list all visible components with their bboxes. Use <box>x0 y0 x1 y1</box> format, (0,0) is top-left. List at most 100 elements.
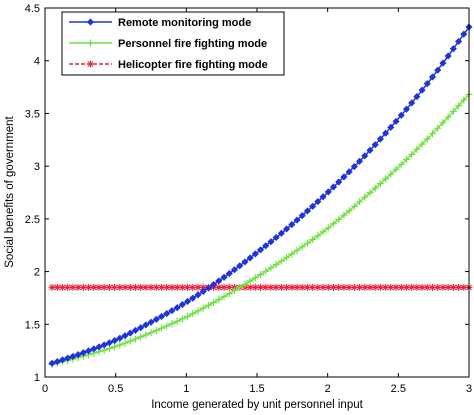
x-tick-label: 3 <box>466 383 472 395</box>
data-point <box>293 246 301 254</box>
data-point <box>397 160 405 168</box>
data-point <box>236 262 244 270</box>
data-point <box>283 283 291 291</box>
data-point <box>189 283 197 291</box>
data-point <box>262 242 270 250</box>
data-point <box>460 30 468 38</box>
data-point <box>366 283 374 291</box>
data-point <box>335 283 343 291</box>
data-point <box>376 180 384 188</box>
data-point <box>137 324 145 332</box>
data-point <box>329 283 337 291</box>
data-point <box>215 283 223 291</box>
data-point <box>215 296 223 304</box>
data-point <box>272 261 280 269</box>
data-point <box>397 111 405 119</box>
data-point <box>85 283 93 291</box>
x-tick-label: 2 <box>325 383 331 395</box>
data-point <box>319 283 327 291</box>
data-point <box>257 271 265 279</box>
data-point <box>105 339 113 347</box>
data-point <box>210 280 218 289</box>
data-point <box>111 283 119 291</box>
data-point <box>95 343 103 351</box>
tick-layer: 0 0.5 1 1.5 2 2.5 3 1 1.5 2 2.5 3 3.5 4 4.5 <box>25 3 472 395</box>
data-point <box>251 283 259 291</box>
data-point <box>246 283 254 291</box>
data-point <box>340 283 348 291</box>
data-point <box>293 283 301 291</box>
data-point <box>267 238 275 246</box>
data-point <box>439 59 447 67</box>
data-point <box>256 246 265 254</box>
data-point <box>324 224 332 232</box>
data-point <box>345 207 353 215</box>
data-point <box>387 123 395 131</box>
data-point <box>455 283 463 291</box>
data-point <box>168 320 176 328</box>
data-point <box>178 300 186 309</box>
data-point <box>100 283 108 291</box>
data-point <box>58 283 66 291</box>
data-point <box>53 358 61 366</box>
data-point <box>87 60 94 68</box>
data-point <box>48 359 56 367</box>
data-point <box>355 157 364 165</box>
data-point <box>58 356 67 364</box>
data-point <box>314 283 322 291</box>
data-point <box>184 312 192 320</box>
y-tick-label: 3.5 <box>25 108 40 120</box>
data-point <box>137 283 145 291</box>
data-point <box>324 188 332 196</box>
data-point <box>361 152 369 160</box>
data-point <box>121 283 129 291</box>
data-point <box>402 155 410 163</box>
data-point <box>392 165 400 173</box>
data-point <box>376 135 384 143</box>
data-point <box>371 141 379 149</box>
data-point <box>147 318 155 326</box>
data-point <box>418 86 426 94</box>
data-point <box>277 229 285 237</box>
data-point <box>116 341 124 349</box>
data-point <box>251 250 259 258</box>
data-point <box>335 178 343 186</box>
data-point <box>121 332 129 340</box>
series-personnel-fire-fighting-mode <box>48 90 473 368</box>
data-point <box>329 220 337 228</box>
y-tick-label: 3 <box>34 161 40 173</box>
series-helicopter-fire-fighting-mode <box>48 283 473 291</box>
data-point <box>402 105 411 113</box>
data-point <box>163 310 171 318</box>
data-point <box>429 130 437 138</box>
data-point <box>142 321 150 329</box>
data-point <box>189 294 197 302</box>
data-point <box>376 283 384 291</box>
data-point <box>335 216 343 224</box>
data-point <box>158 283 166 291</box>
data-point <box>309 283 317 291</box>
data-point <box>95 283 103 291</box>
series-remote-monitoring-mode <box>48 23 473 367</box>
data-point <box>90 345 98 353</box>
data-point <box>131 283 139 291</box>
data-point <box>329 183 338 191</box>
data-point <box>408 283 416 291</box>
data-point <box>126 329 134 337</box>
data-point <box>449 107 457 115</box>
data-point <box>455 102 463 110</box>
data-point <box>439 119 447 127</box>
data-point <box>434 124 442 132</box>
data-point <box>444 113 452 121</box>
data-point <box>298 212 306 220</box>
data-point <box>288 221 296 229</box>
data-point <box>215 277 223 285</box>
data-point <box>429 283 437 291</box>
data-point <box>225 283 233 291</box>
x-tick-label: 2.5 <box>391 383 406 395</box>
data-point <box>184 297 192 305</box>
data-point <box>382 175 390 183</box>
data-point <box>267 264 275 272</box>
data-point <box>262 267 270 275</box>
